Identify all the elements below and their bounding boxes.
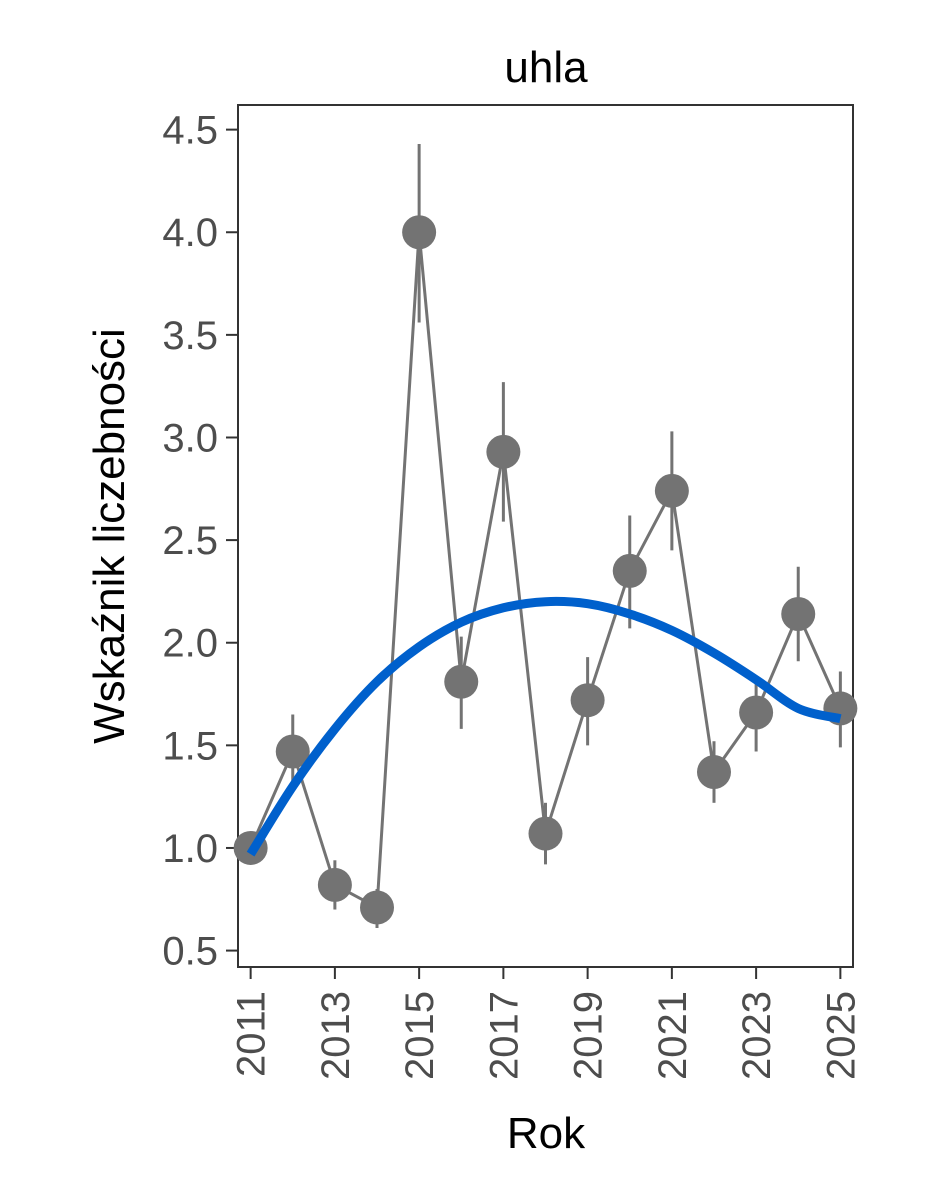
y-tick-label: 3.5 bbox=[162, 314, 218, 358]
data-point bbox=[360, 890, 395, 925]
data-point bbox=[528, 816, 563, 851]
y-axis-title: Wskaźnik liczebności bbox=[85, 328, 134, 744]
chart-title: uhla bbox=[504, 43, 588, 92]
data-point bbox=[781, 596, 816, 631]
x-axis: 2011 2013 2015 2017 2019 2021 2023 2025 bbox=[230, 967, 863, 1080]
y-tick-label: 2.0 bbox=[162, 622, 218, 666]
data-point bbox=[570, 683, 605, 718]
data-point bbox=[275, 734, 310, 769]
y-axis: 0.5 1.0 1.5 2.0 2.5 3.0 3.5 4.0 4.5 bbox=[162, 109, 238, 974]
data-point bbox=[612, 553, 647, 588]
data-point bbox=[486, 434, 521, 469]
data-point bbox=[739, 695, 774, 730]
y-tick-label: 1.0 bbox=[162, 827, 218, 871]
data-point bbox=[696, 755, 731, 790]
x-tick-label: 2011 bbox=[230, 991, 274, 1077]
x-tick-label: 2023 bbox=[735, 991, 779, 1080]
x-tick-label: 2017 bbox=[482, 991, 526, 1080]
data-point bbox=[317, 867, 352, 902]
data-points bbox=[233, 215, 858, 925]
y-tick-label: 0.5 bbox=[162, 930, 218, 974]
x-axis-title: Rok bbox=[507, 1109, 586, 1158]
data-point bbox=[654, 473, 689, 508]
x-tick-label: 2021 bbox=[651, 991, 695, 1080]
y-tick-label: 4.5 bbox=[162, 109, 218, 153]
x-tick-label: 2015 bbox=[398, 991, 442, 1080]
y-tick-label: 1.5 bbox=[162, 724, 218, 768]
y-tick-label: 4.0 bbox=[162, 211, 218, 255]
x-tick-label: 2025 bbox=[819, 991, 863, 1080]
x-tick-label: 2013 bbox=[314, 991, 358, 1080]
trend-group bbox=[246, 596, 842, 857]
data-point bbox=[402, 215, 437, 250]
y-tick-label: 2.5 bbox=[162, 519, 218, 563]
trend-line bbox=[246, 596, 842, 857]
y-tick-label: 3.0 bbox=[162, 416, 218, 460]
data-point bbox=[444, 664, 479, 699]
x-tick-label: 2019 bbox=[567, 991, 611, 1080]
